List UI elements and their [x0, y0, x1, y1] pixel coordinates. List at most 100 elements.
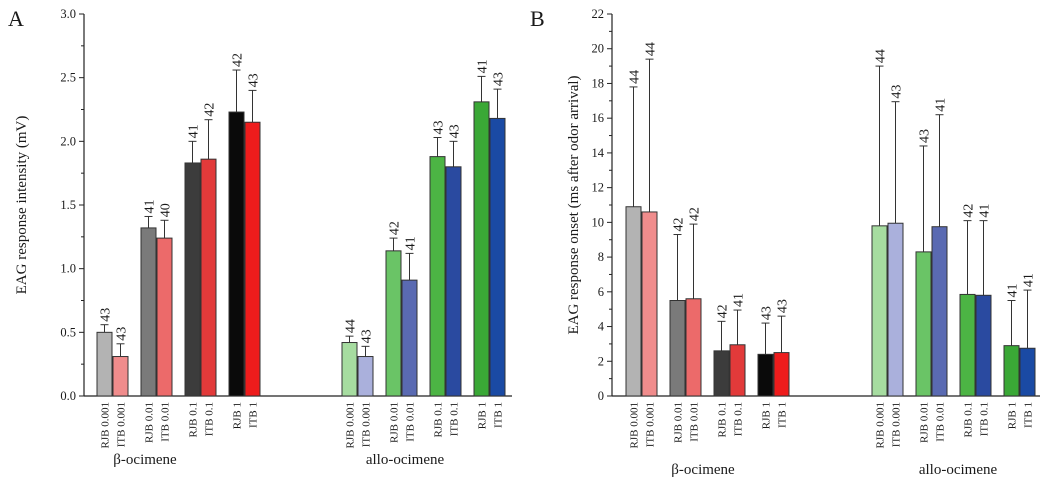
bar — [975, 294, 992, 397]
n-label: 41 — [143, 199, 158, 213]
bar-group: 43 RJB 0.001 43 ITB 0.001 41 RJB 0.01 40 ITB 0.… — [96, 53, 262, 448]
n-label: 43 — [492, 72, 507, 86]
y-tick-label: 4 — [598, 320, 605, 334]
bar — [871, 225, 888, 397]
category-label: RJB 0.01 — [389, 402, 401, 443]
category-label: ITB 0.1 — [733, 402, 745, 436]
bar — [625, 206, 642, 397]
n-label: 41 — [934, 98, 949, 112]
category-label: ITB 0.001 — [361, 402, 373, 447]
category-label: RJB 1 — [477, 402, 489, 429]
n-label: 44 — [628, 70, 643, 84]
bar — [1019, 347, 1036, 397]
n-label: 43 — [247, 73, 262, 87]
n-label: 41 — [1006, 284, 1021, 298]
bar — [757, 353, 774, 397]
y-tick-label: 12 — [592, 181, 605, 195]
y-tick-label: 18 — [592, 76, 605, 90]
y-axis-label: EAG response intensity (mV) — [14, 116, 30, 295]
n-label: 42 — [688, 207, 703, 221]
bar — [112, 356, 129, 397]
n-label: 40 — [159, 203, 174, 217]
bar — [200, 158, 217, 397]
y-tick-label: 0 — [598, 389, 604, 403]
bar — [156, 237, 173, 397]
y-tick-label: 10 — [592, 215, 605, 229]
bar — [228, 111, 245, 397]
bar — [729, 344, 746, 397]
bar — [140, 227, 157, 397]
bar-group: 44 RJB 0.001 43 ITB 0.001 42 RJB 0.01 41 ITB 0.… — [341, 59, 507, 448]
bar — [445, 166, 462, 397]
n-label: 44 — [344, 319, 359, 333]
bar — [641, 211, 658, 397]
n-label: 44 — [644, 42, 659, 56]
bar — [489, 117, 506, 397]
category-label: RJB 0.1 — [963, 402, 975, 437]
n-label: 42 — [388, 221, 403, 235]
category-label: RJB 0.001 — [875, 402, 887, 448]
n-label: 43 — [776, 299, 791, 313]
bar — [931, 226, 948, 397]
panel-A: A 0.0 0.5 1.0 1.5 2.0 2.5 3.0 EAG response inten… — [8, 6, 512, 468]
n-label: 42 — [203, 103, 218, 117]
bar — [96, 331, 113, 397]
y-tick-label: 8 — [598, 250, 604, 264]
bar — [385, 250, 402, 397]
category-label: RJB 0.01 — [919, 402, 931, 443]
y-tick-label: 2.0 — [60, 134, 76, 148]
category-label: RJB 0.001 — [100, 402, 112, 448]
n-label: 41 — [978, 204, 993, 218]
bar — [341, 342, 358, 397]
category-label: RJB 0.001 — [629, 402, 641, 448]
n-label: 42 — [672, 218, 687, 232]
n-label: 43 — [890, 85, 905, 99]
category-label: RJB 0.001 — [345, 402, 357, 448]
category-label: ITB 1 — [493, 402, 505, 428]
y-tick-label: 2.5 — [60, 71, 76, 85]
category-label: ITB 0.01 — [935, 402, 947, 442]
n-label: 43 — [760, 306, 775, 320]
bar — [887, 222, 904, 397]
y-tick-label: 16 — [592, 111, 605, 125]
category-label: ITB 1 — [777, 402, 789, 428]
panel-label: B — [530, 6, 545, 31]
category-label: ITB 0.01 — [689, 402, 701, 442]
bar-group: 44 RJB 0.001 44 ITB 0.001 42 RJB 0.01 42 ITB 0.… — [625, 42, 791, 448]
bar — [184, 162, 201, 397]
group-label: β-ocimene — [671, 462, 735, 478]
bar — [959, 293, 976, 397]
y-tick-label: 22 — [592, 7, 605, 21]
category-label: RJB 0.1 — [433, 402, 445, 437]
group-label: β-ocimene — [113, 452, 177, 468]
n-label: 43 — [448, 124, 463, 138]
y-tick-label: 2 — [598, 354, 604, 368]
panel-B: B 0 2 4 6 8 10 12 14 16 18 20 22 EAG response onset (… — [530, 6, 1040, 478]
n-label: 43 — [360, 329, 375, 343]
n-label: 43 — [115, 327, 130, 341]
bar — [1003, 345, 1020, 397]
y-tick-label: 20 — [592, 42, 605, 56]
n-label: 41 — [476, 59, 491, 73]
n-label: 41 — [404, 236, 419, 250]
category-label: ITB 0.1 — [449, 402, 461, 436]
group-label: allo-ocimene — [366, 452, 445, 468]
category-label: ITB 0.001 — [645, 402, 657, 447]
category-label: ITB 0.1 — [979, 402, 991, 436]
bar — [669, 300, 686, 397]
n-label: 41 — [732, 293, 747, 307]
n-label: 43 — [99, 308, 114, 322]
category-label: RJB 1 — [761, 402, 773, 429]
category-label: ITB 0.001 — [116, 402, 128, 447]
panel-label: A — [8, 6, 24, 31]
bar — [773, 352, 790, 397]
n-label: 42 — [231, 53, 246, 67]
n-label: 42 — [716, 304, 731, 318]
category-label: RJB 0.01 — [144, 402, 156, 443]
category-label: RJB 0.1 — [717, 402, 729, 437]
group-label: allo-ocimene — [919, 462, 998, 478]
category-label: RJB 0.1 — [188, 402, 200, 437]
category-label: RJB 1 — [1007, 402, 1019, 429]
category-label: ITB 1 — [1023, 402, 1035, 428]
